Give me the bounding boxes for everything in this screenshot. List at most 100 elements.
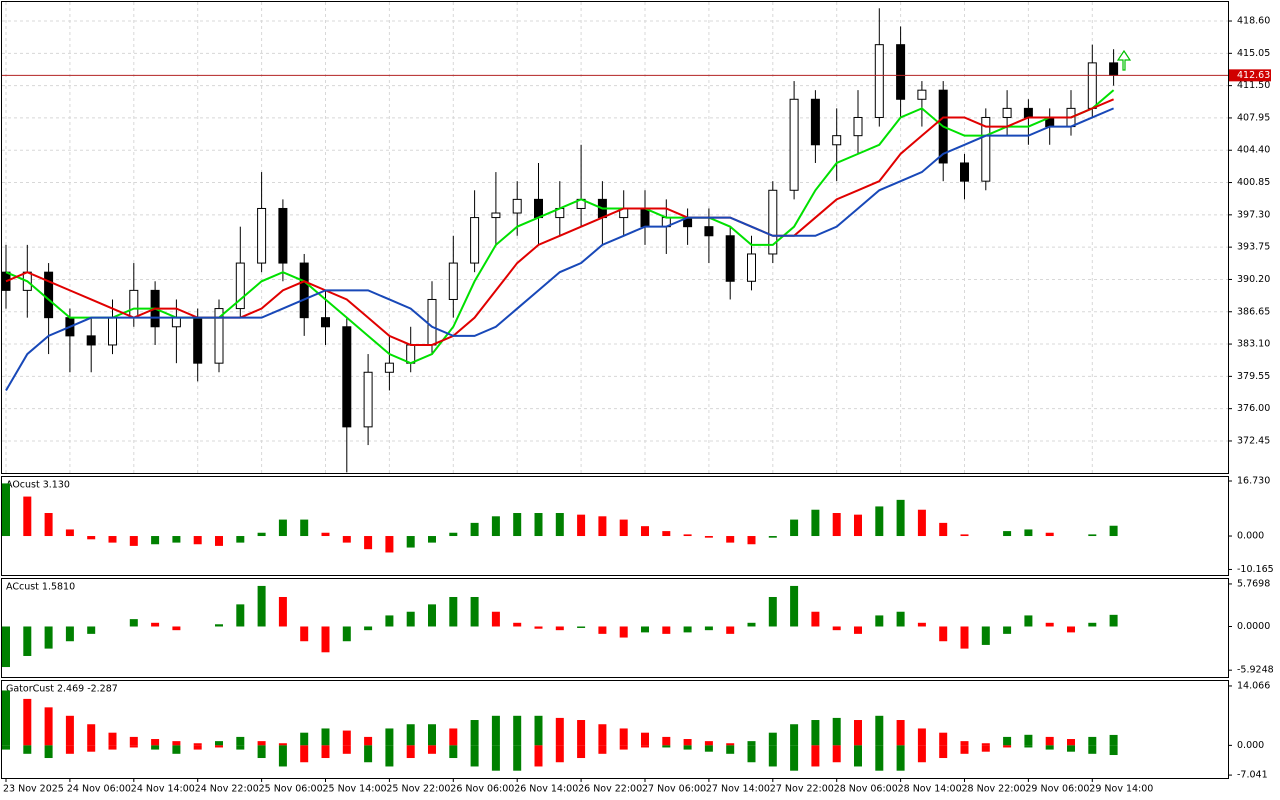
gator-bar <box>534 715 543 746</box>
panel-title: ACcust 1.5810 <box>6 582 75 593</box>
histogram-bar <box>364 626 373 631</box>
gator-bar <box>811 745 820 767</box>
x-tick-label: 24 Nov 06:00 <box>67 784 131 795</box>
histogram-bar <box>619 519 628 537</box>
gator-bar <box>1045 745 1054 750</box>
gator-bar <box>917 728 926 746</box>
gator-bar <box>23 698 32 746</box>
x-tick-label: 28 Nov 22:00 <box>962 784 1026 795</box>
gator-bar <box>364 745 373 763</box>
histogram-bar <box>832 513 841 537</box>
histogram-bar <box>1067 626 1075 633</box>
histogram-bar <box>1088 622 1097 627</box>
candle-body <box>810 98 820 146</box>
histogram-bar <box>960 534 969 537</box>
candle-body <box>171 317 181 328</box>
histogram-bar <box>790 519 799 537</box>
gator-bar <box>23 745 32 754</box>
histogram-bar <box>193 536 202 545</box>
candle-body <box>491 212 501 219</box>
candle-body <box>86 335 96 346</box>
gator-bar <box>300 732 309 746</box>
histogram-bar <box>854 626 862 634</box>
histogram-bar <box>662 531 671 537</box>
gator-bar <box>491 745 500 771</box>
y-tick-label: 383.10 <box>1237 339 1270 350</box>
histogram-bar <box>151 536 160 545</box>
histogram-bar <box>1003 626 1012 634</box>
y-tick-label: 14.066 <box>1237 680 1270 691</box>
gator-bar <box>832 717 841 746</box>
histogram-bar <box>300 626 309 642</box>
histogram-bar <box>342 626 351 642</box>
histogram-bar <box>896 499 905 537</box>
histogram-bar <box>470 596 479 627</box>
gator-bar <box>534 745 543 767</box>
candle-body <box>235 262 245 310</box>
candle-body <box>832 135 842 146</box>
histogram-bar <box>917 622 926 627</box>
gator-bar <box>726 745 735 754</box>
candle-body <box>1087 62 1097 109</box>
moving-average-line <box>5 107 1114 391</box>
gator-bar <box>1024 734 1033 746</box>
gator-bar <box>555 745 564 763</box>
y-tick-label: -7.041 <box>1237 770 1268 781</box>
gator-bar <box>65 715 74 746</box>
y-tick-label: -10.165 <box>1237 564 1274 575</box>
gator-bar <box>406 745 415 759</box>
y-tick-label: 5.7698 <box>1237 578 1270 589</box>
y-tick-label: 0.000 <box>1237 740 1264 751</box>
histogram-bar <box>65 529 74 537</box>
histogram-bar <box>641 626 649 633</box>
gator-bar <box>875 745 884 771</box>
candle-body <box>768 189 778 255</box>
candle-body <box>321 317 330 328</box>
y-tick-label: 393.75 <box>1237 242 1270 253</box>
x-tick-label: 27 Nov 06:00 <box>642 784 706 795</box>
candle-body <box>257 207 267 264</box>
histogram-bar <box>513 513 522 537</box>
gator-bar <box>108 745 117 750</box>
y-tick-label: 397.30 <box>1237 209 1270 220</box>
gator-bar <box>87 745 96 752</box>
histogram-bar <box>939 522 948 537</box>
candle-body <box>534 198 543 219</box>
histogram-bar <box>65 626 74 642</box>
gator-bar <box>428 724 436 746</box>
candle-body <box>363 371 373 428</box>
histogram-bar <box>875 615 884 627</box>
histogram-bar <box>811 509 820 537</box>
y-tick-label: 0.0000 <box>1237 621 1270 632</box>
candle-body <box>789 98 799 191</box>
gator-bar <box>1003 736 1012 746</box>
gator-bar <box>641 745 649 748</box>
histogram-bar <box>129 619 138 627</box>
gator-bar <box>428 745 436 754</box>
histogram-bar <box>172 626 181 631</box>
gator-bar <box>1067 739 1075 746</box>
gator-bar <box>172 741 181 746</box>
candle-body <box>981 116 991 182</box>
candle-body <box>1023 107 1033 118</box>
gator-bar <box>1109 734 1118 746</box>
gator-bar <box>683 739 692 746</box>
histogram-bar <box>683 626 692 633</box>
histogram-bar <box>790 585 799 627</box>
x-tick-label: 28 Nov 14:00 <box>898 784 962 795</box>
gator-bar <box>939 732 948 746</box>
y-tick-label: 376.00 <box>1237 403 1270 414</box>
gator-bar <box>172 745 181 754</box>
gator-bar <box>768 745 777 767</box>
histogram-bar <box>278 596 287 627</box>
gator-bar <box>342 730 351 746</box>
gator-bar <box>65 745 74 754</box>
histogram-bar <box>534 513 543 537</box>
histogram-bar <box>662 626 671 634</box>
candle-body <box>874 44 884 118</box>
histogram-bar <box>704 626 713 631</box>
gator-bar <box>385 745 394 767</box>
histogram-bar <box>23 496 32 537</box>
x-tick-label: 28 Nov 06:00 <box>834 784 898 795</box>
